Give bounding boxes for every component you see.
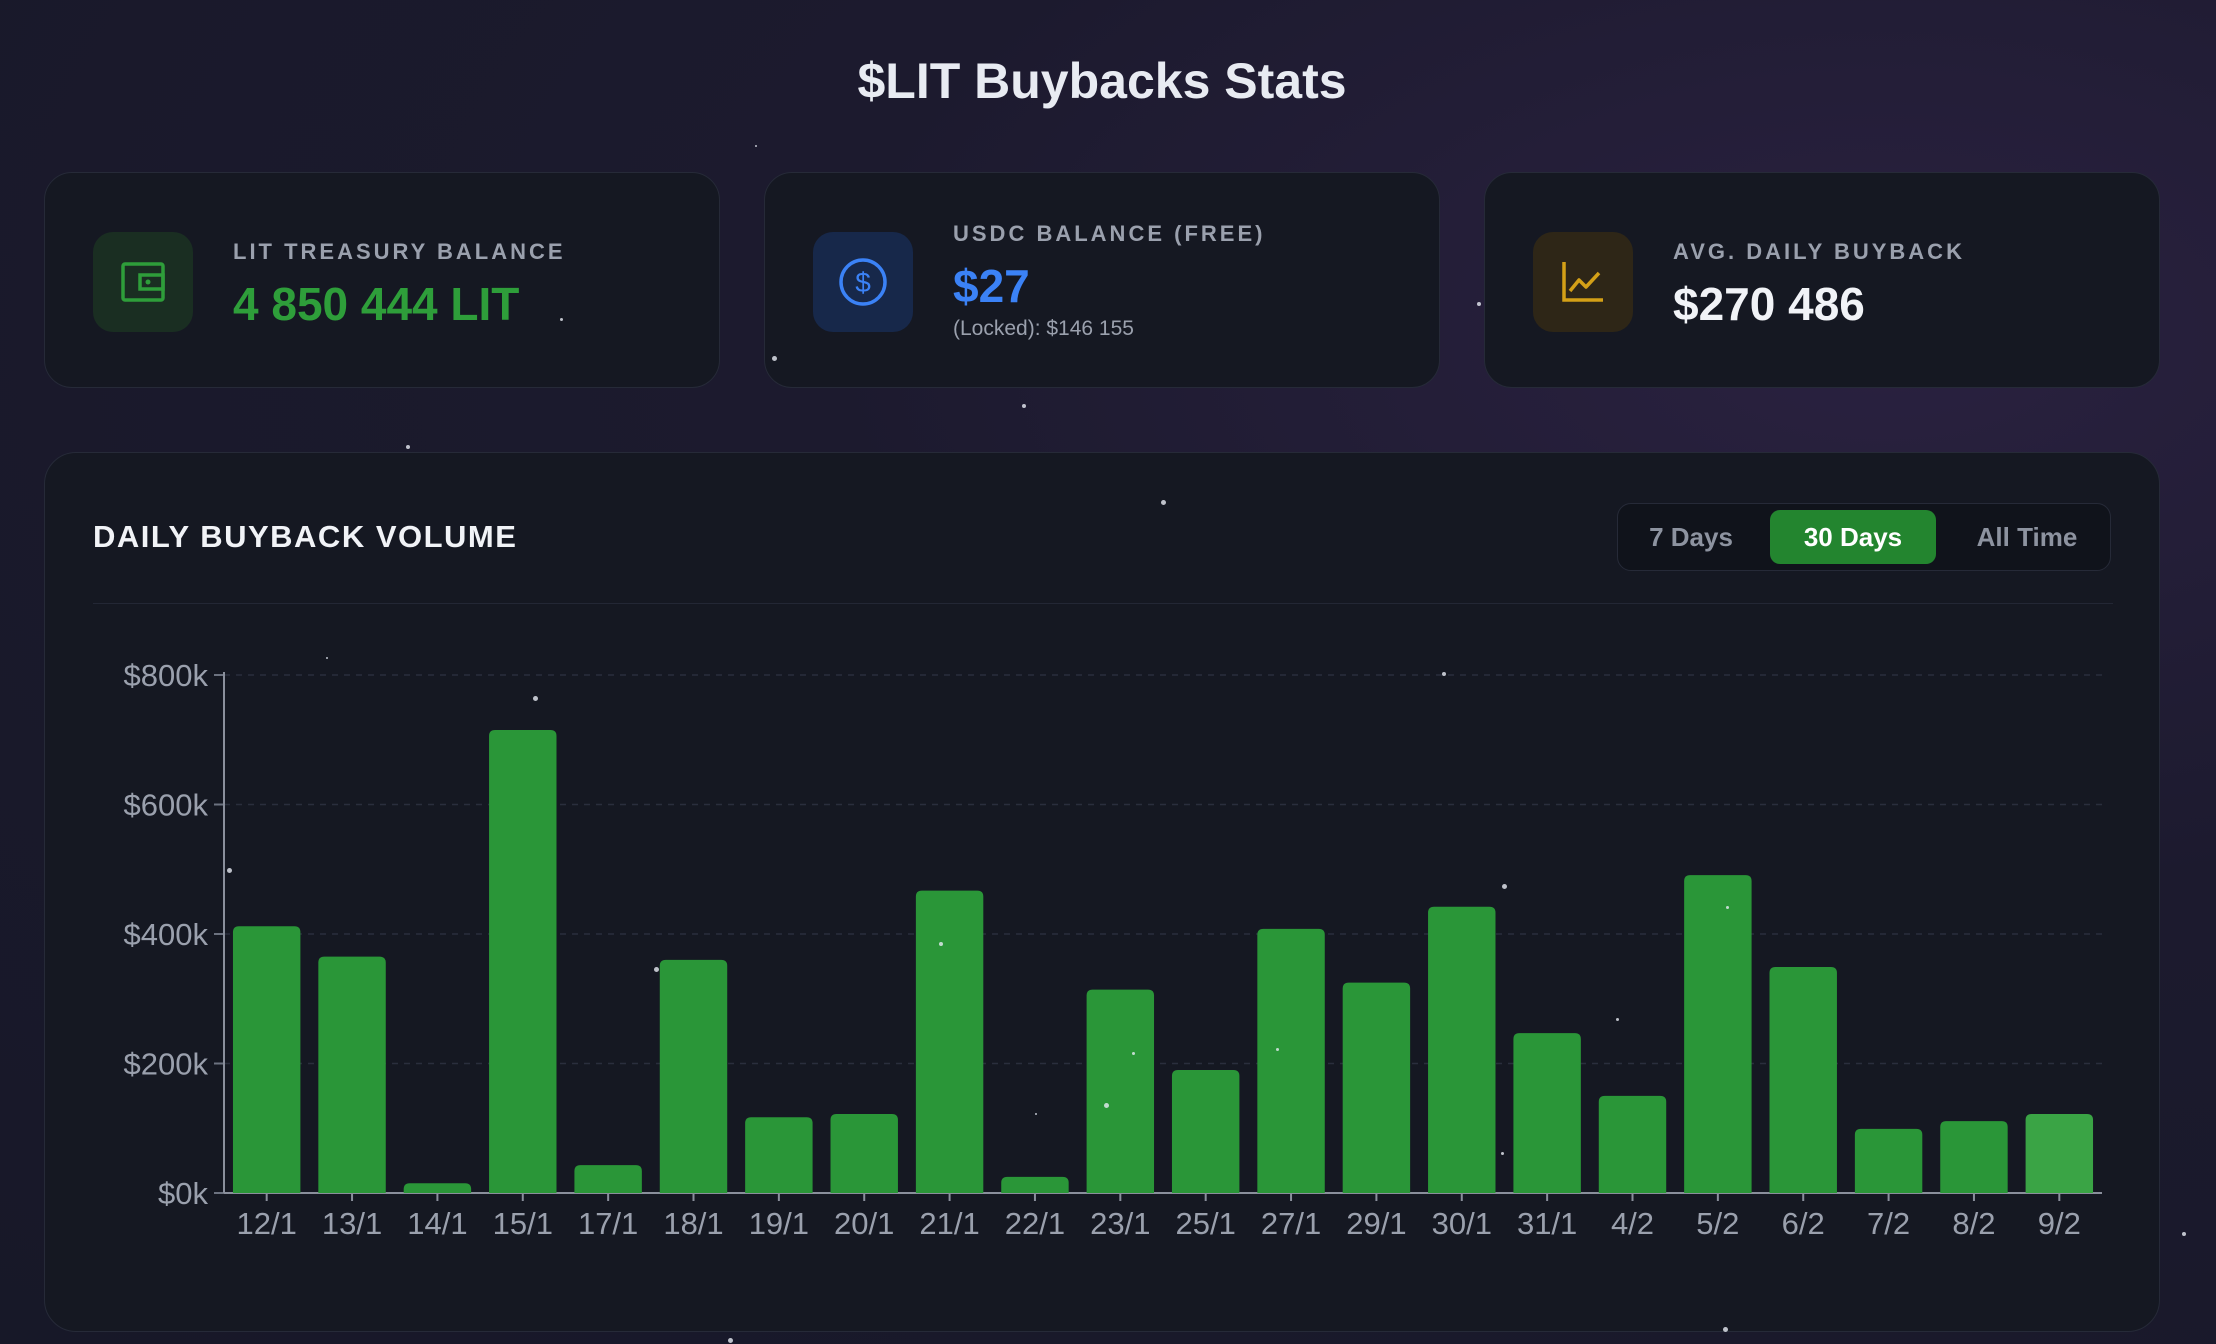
- y-tick-label: $0k: [158, 1176, 208, 1211]
- dollar-icon: $: [813, 232, 913, 332]
- bar: [1513, 1033, 1581, 1193]
- x-tick-label: 29/1: [1346, 1206, 1406, 1241]
- bar: [1257, 928, 1325, 1193]
- chart-line-icon: [1533, 232, 1633, 332]
- card-label: LIT TREASURY BALANCE: [233, 239, 566, 264]
- bar: [1940, 1121, 2008, 1193]
- range-30-days-button[interactable]: 30 Days: [1770, 510, 1936, 564]
- card-label: USDC BALANCE (FREE): [953, 221, 1266, 246]
- x-tick-label: 22/1: [1005, 1206, 1065, 1241]
- x-tick-label: 21/1: [919, 1206, 979, 1241]
- x-tick-label: 17/1: [578, 1206, 638, 1241]
- x-tick-label: 18/1: [663, 1206, 723, 1241]
- x-tick-label: 8/2: [1952, 1206, 1995, 1241]
- bar: [403, 1183, 472, 1193]
- y-tick-label: $800k: [124, 658, 209, 693]
- x-tick-label: 30/1: [1432, 1206, 1492, 1241]
- x-tick-label: 19/1: [749, 1206, 809, 1241]
- bar: [2025, 1114, 2094, 1193]
- bar: [1598, 1095, 1667, 1193]
- bar: [1684, 875, 1752, 1193]
- bar: [1086, 989, 1155, 1193]
- svg-text:$: $: [855, 267, 871, 298]
- x-tick-label: 9/2: [2038, 1206, 2081, 1241]
- card-value: 4 850 444 LIT: [233, 278, 520, 330]
- bar: [1854, 1128, 1923, 1193]
- bar: [1171, 1069, 1240, 1193]
- x-tick-label: 7/2: [1867, 1206, 1910, 1241]
- time-range-selector: 7 Days 30 Days All Time: [1617, 503, 2111, 571]
- x-tick-label: 31/1: [1517, 1206, 1577, 1241]
- range-all-time-button[interactable]: All Time: [1976, 522, 2078, 552]
- card-label: AVG. DAILY BUYBACK: [1673, 239, 1965, 264]
- bar: [1769, 967, 1837, 1193]
- bar: [659, 959, 728, 1193]
- page-title: $LIT Buybacks Stats: [857, 53, 1347, 109]
- x-tick-label: 13/1: [322, 1206, 382, 1241]
- card-avg-daily-buyback: AVG. DAILY BUYBACK $270 486: [1484, 172, 2160, 388]
- bar: [830, 1114, 898, 1193]
- bar: [1342, 982, 1411, 1193]
- x-tick-label: 20/1: [834, 1206, 894, 1241]
- bar: [915, 890, 984, 1193]
- y-tick-label: $400k: [124, 917, 209, 952]
- y-tick-label: $600k: [124, 788, 209, 823]
- x-tick-label: 4/2: [1611, 1206, 1654, 1241]
- x-tick-label: 25/1: [1176, 1206, 1236, 1241]
- bar: [489, 730, 557, 1193]
- x-tick-label: 5/2: [1696, 1206, 1739, 1241]
- card-sub-value: (Locked): $146 155: [953, 317, 1134, 340]
- x-tick-label: 6/2: [1782, 1206, 1825, 1241]
- card-value: $27: [953, 260, 1030, 312]
- panel-title: DAILY BUYBACK VOLUME: [93, 519, 518, 554]
- bar: [318, 956, 386, 1193]
- x-tick-label: 23/1: [1090, 1206, 1150, 1241]
- bar: [745, 1117, 813, 1193]
- bar: [1428, 906, 1496, 1193]
- range-7-days-button[interactable]: 7 Days: [1649, 522, 1733, 552]
- card-lit-treasury-balance: LIT TREASURY BALANCE 4 850 444 LIT: [44, 172, 720, 388]
- x-tick-label: 15/1: [493, 1206, 553, 1241]
- y-tick-label: $200k: [124, 1047, 209, 1082]
- bar: [232, 926, 301, 1193]
- divider: [93, 603, 2113, 604]
- x-tick-label: 14/1: [407, 1206, 467, 1241]
- card-usdc-balance: $ USDC BALANCE (FREE) $27 (Locked): $146…: [764, 172, 1440, 388]
- bar: [574, 1165, 642, 1193]
- bar: [1001, 1176, 1069, 1193]
- x-tick-label: 12/1: [237, 1206, 297, 1241]
- wallet-icon: [93, 232, 193, 332]
- card-value: $270 486: [1673, 278, 1865, 330]
- x-tick-label: 27/1: [1261, 1206, 1321, 1241]
